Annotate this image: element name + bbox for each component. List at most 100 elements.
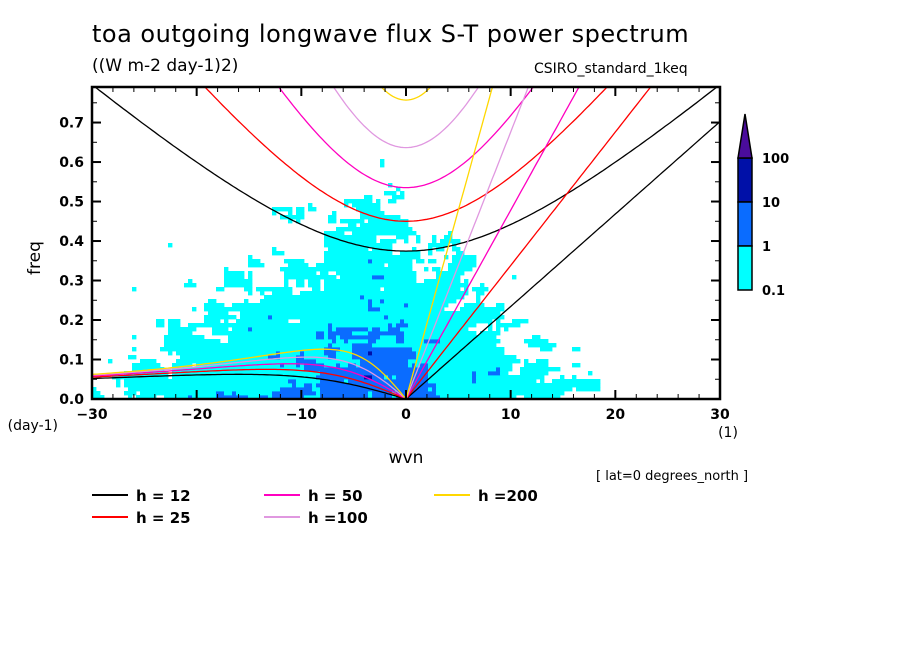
power-cell [504, 327, 509, 332]
power-cell [388, 323, 393, 328]
power-cell [340, 363, 349, 368]
power-cell [300, 291, 469, 296]
power-cell [368, 327, 373, 332]
power-cell [560, 375, 565, 380]
power-cell [488, 327, 493, 332]
power-cell [296, 363, 301, 368]
power-cell [324, 287, 381, 292]
power-cell [296, 383, 305, 388]
power-cell [384, 287, 461, 292]
power-cell [240, 311, 501, 316]
y-tick-label: 0.7 [59, 116, 84, 132]
power-cell [436, 383, 601, 388]
power-cell [384, 191, 397, 196]
power-cell [436, 271, 465, 276]
power-cell [428, 367, 497, 372]
power-cell [160, 347, 325, 352]
power-cell [472, 379, 477, 384]
power-cell [340, 335, 381, 340]
colorbar-segment [737, 201, 753, 247]
power-cell [428, 387, 433, 392]
power-cell [316, 375, 365, 380]
power-cell [224, 279, 253, 284]
power-cell [436, 391, 565, 396]
colorbar-segment [737, 157, 753, 203]
power-cell [232, 303, 369, 308]
power-cell [572, 375, 577, 380]
power-cell [396, 235, 409, 240]
power-cell [352, 231, 417, 236]
power-cell [132, 335, 137, 340]
power-cell [116, 383, 121, 388]
power-cell [188, 323, 329, 328]
power-cell [308, 283, 321, 288]
power-cell [240, 315, 269, 320]
power-cell [416, 239, 421, 244]
power-cell [496, 303, 505, 308]
power-cell [324, 363, 337, 368]
power-cell [328, 327, 333, 332]
power-cell [328, 355, 337, 360]
power-cell [308, 203, 313, 208]
power-cell [324, 279, 417, 284]
power-cell [452, 259, 477, 264]
power-cell [444, 235, 453, 240]
power-cell [540, 379, 545, 384]
power-cell [368, 259, 373, 264]
power-cell [372, 259, 413, 264]
kelvin-curve [405, 87, 494, 399]
power-cell [432, 267, 441, 272]
kelvin-curve [405, 87, 580, 399]
power-cell [400, 251, 421, 256]
power-cell [344, 339, 349, 344]
colorbar-label: 0.1 [762, 284, 785, 299]
power-cell [376, 339, 397, 344]
power-cell [216, 391, 225, 396]
power-cell [372, 299, 381, 304]
power-cell [324, 331, 329, 336]
power-cell [476, 295, 481, 300]
power-cell [368, 391, 373, 396]
power-cell [324, 283, 469, 288]
power-cell [216, 287, 225, 292]
inertia-gravity-curve [332, 87, 480, 149]
power-cell [328, 335, 337, 340]
power-cell [396, 335, 405, 340]
power-cell [368, 307, 381, 312]
power-cell [312, 387, 321, 392]
power-cell [512, 275, 517, 280]
power-cell [252, 327, 329, 332]
colorbar-segment [737, 245, 753, 291]
power-cell [348, 379, 429, 384]
power-cell [284, 279, 289, 284]
power-cell [296, 379, 321, 384]
power-cell [280, 215, 305, 220]
y-tick-label: 0.5 [59, 195, 84, 211]
power-cell [320, 391, 369, 396]
power-cell [424, 339, 441, 344]
power-cell [228, 339, 333, 344]
power-cell [236, 391, 273, 396]
power-cell [384, 315, 389, 320]
power-cell [232, 391, 237, 396]
power-cell [216, 395, 249, 399]
power-cell [296, 359, 317, 364]
power-cell [288, 263, 309, 268]
power-cell [128, 355, 137, 360]
power-cell [360, 363, 409, 368]
power-cell [368, 339, 377, 344]
power-cell [348, 223, 357, 228]
power-cell [388, 199, 397, 204]
power-cell [388, 315, 505, 320]
power-cell [288, 219, 293, 224]
power-cell [340, 275, 373, 280]
power-cell [432, 387, 437, 392]
power-cell [364, 375, 373, 380]
power-cell [192, 307, 197, 312]
power-cell [156, 323, 165, 328]
power-cell [188, 395, 193, 399]
power-cell [448, 231, 453, 236]
power-cell [288, 211, 293, 216]
power-cell [248, 275, 253, 280]
power-cell [456, 251, 465, 256]
